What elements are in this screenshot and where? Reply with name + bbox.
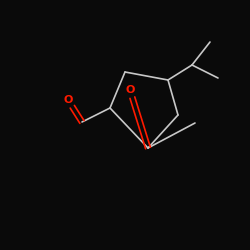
Text: O: O [125,85,135,95]
Text: O: O [63,95,73,105]
